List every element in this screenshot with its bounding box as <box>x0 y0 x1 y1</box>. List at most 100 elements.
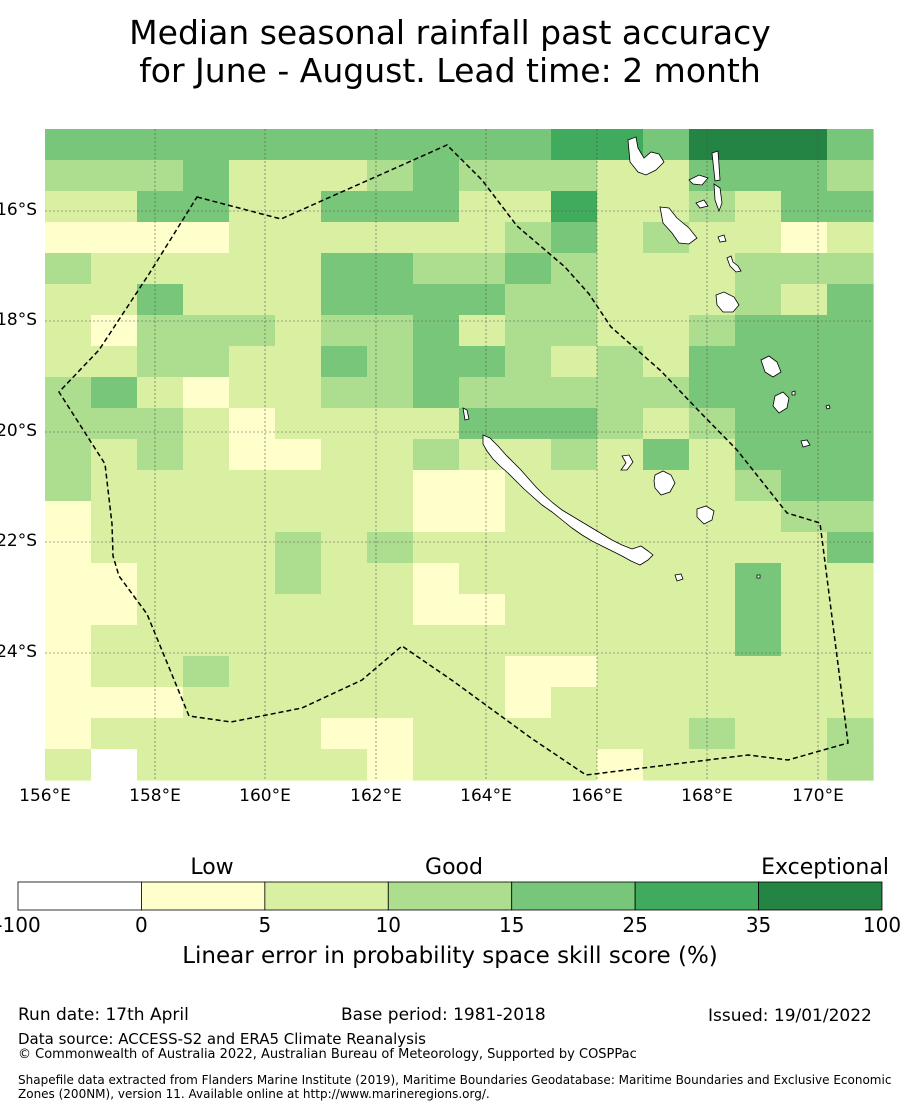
grid-cell <box>459 129 506 161</box>
grid-cell <box>643 625 690 657</box>
lifou-island <box>653 470 676 496</box>
grid-cell <box>505 315 552 347</box>
grid-cell <box>643 501 690 533</box>
grid-cell <box>321 749 368 781</box>
grid-cell <box>275 749 322 781</box>
grid-cell <box>413 346 460 378</box>
grid-cell <box>413 377 460 409</box>
grid-cell <box>275 284 322 316</box>
grid-cell <box>45 160 92 192</box>
grid-cell <box>45 594 92 626</box>
grid-cell <box>827 749 874 781</box>
grid-cell <box>275 129 322 161</box>
grid-cell <box>137 191 184 223</box>
grid-cell <box>643 532 690 564</box>
grid-cell <box>413 625 460 657</box>
grid-cell <box>459 470 506 502</box>
grid-cell <box>643 284 690 316</box>
grid-cell <box>689 160 736 192</box>
data-source: Data source: ACCESS-S2 and ERA5 Climate … <box>18 1030 426 1048</box>
grid-cell <box>45 439 92 471</box>
grid-cell <box>505 625 552 657</box>
grid-cell <box>643 594 690 626</box>
grid-cell <box>91 470 138 502</box>
grid-cell <box>45 408 92 440</box>
grid-cell <box>275 439 322 471</box>
grid-cell <box>91 129 138 161</box>
longitude-label: 160°E <box>239 786 291 806</box>
grid-cell <box>735 284 782 316</box>
grid-cell <box>735 532 782 564</box>
grid-cell <box>689 408 736 440</box>
grid-cell <box>91 718 138 750</box>
grid-cell <box>689 439 736 471</box>
grid-cell <box>229 253 276 285</box>
grid-cell <box>827 346 874 378</box>
grid-cell <box>827 532 874 564</box>
longitude-label: 162°E <box>350 786 402 806</box>
grid-cell <box>183 160 230 192</box>
grid-cell <box>183 284 230 316</box>
grid-cell <box>459 346 506 378</box>
grid-cell <box>229 346 276 378</box>
small-islet-1 <box>825 404 831 410</box>
grid-cell <box>183 749 230 781</box>
grid-cell <box>229 532 276 564</box>
grid-cell <box>551 718 598 750</box>
grid-cell <box>91 687 138 719</box>
grid-cell <box>91 625 138 657</box>
grid-cell <box>689 718 736 750</box>
colorbar-tick-label: 10 <box>375 913 401 937</box>
grid-cell <box>597 284 644 316</box>
small-islet-2 <box>756 574 761 579</box>
grid-cell <box>827 656 874 688</box>
grid-cell <box>597 377 644 409</box>
grid-cell <box>367 377 414 409</box>
grid-cell <box>321 408 368 440</box>
grid-cell <box>735 594 782 626</box>
grid-cell <box>781 718 828 750</box>
grid-cell <box>137 222 184 254</box>
grid-cell <box>689 315 736 347</box>
grid-cell <box>597 594 644 626</box>
grid-cell <box>505 191 552 223</box>
grid-cell <box>137 160 184 192</box>
grid-cell <box>45 222 92 254</box>
grid-cell <box>91 563 138 595</box>
grid-cell <box>367 253 414 285</box>
grid-cell <box>229 284 276 316</box>
grid-cell <box>321 594 368 626</box>
grid-cell <box>643 687 690 719</box>
grid-cell <box>45 470 92 502</box>
grid-cell <box>827 284 874 316</box>
grid-cell <box>367 408 414 440</box>
grid-cell <box>781 315 828 347</box>
grid-cell <box>229 594 276 626</box>
epi <box>717 234 727 243</box>
erromango <box>760 355 782 378</box>
grid-cell <box>551 129 598 161</box>
shapefile-credit: Shapefile data extracted from Flanders M… <box>18 1073 892 1101</box>
grid-cell <box>275 718 322 750</box>
grid-cell <box>183 129 230 161</box>
title-line-2: for June - August. Lead time: 2 month <box>139 51 761 90</box>
base-period: Base period: 1981-2018 <box>341 1005 546 1025</box>
grid-cell <box>229 439 276 471</box>
grid-cell <box>45 253 92 285</box>
grid-cell <box>459 718 506 750</box>
grid-cell <box>643 346 690 378</box>
shepherd-islets <box>726 255 742 273</box>
grid-cell <box>459 749 506 781</box>
grid-cell <box>91 284 138 316</box>
colorbar-segment <box>264 881 389 911</box>
colorbar-segment <box>387 881 513 911</box>
grid-cell <box>781 191 828 223</box>
grid-cell <box>413 191 460 223</box>
grid-cell <box>781 563 828 595</box>
grid-cell <box>735 501 782 533</box>
grid-cell <box>91 222 138 254</box>
grid-cell <box>413 532 460 564</box>
grid-cell <box>45 718 92 750</box>
grid-cell <box>321 656 368 688</box>
